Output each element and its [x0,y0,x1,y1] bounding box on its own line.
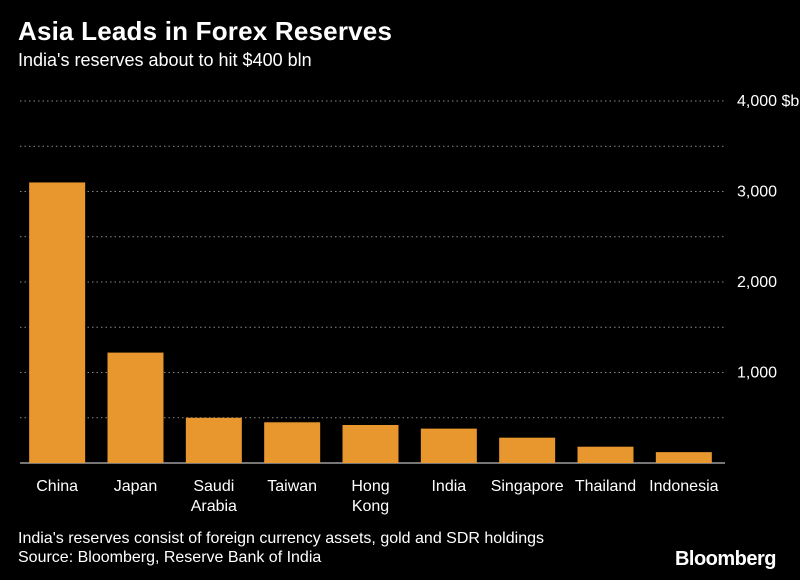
bar-hong-kong [342,424,399,463]
footnote: India's reserves consist of foreign curr… [18,530,544,547]
x-axis-labels: China Japan Saudi Arabia Taiwan Hong Kong India… [36,478,718,515]
bars [29,182,712,463]
y-tick-label: 1,000 [737,365,777,382]
x-tick-label: Indonesia [649,478,718,495]
x-tick-label: Saudi [193,478,234,495]
bar-china [29,182,86,463]
source-note: Source: Bloomberg, Reserve Bank of India [18,549,322,566]
bar-saudi-arabia [185,417,242,463]
bar-singapore [499,437,556,463]
x-tick-label: Japan [114,478,158,495]
bloomberg-logo: Bloomberg [674,548,777,570]
bar-thailand [577,446,634,463]
y-tick-label: 4,000 $bln [737,93,800,110]
bar-taiwan [264,422,321,463]
x-tick-label: China [36,478,78,495]
y-tick-label: 2,000 [737,274,777,291]
x-tick-label: Arabia [191,498,237,515]
chart-title: Asia Leads in Forex Reserves [18,16,393,46]
x-tick-label: Taiwan [267,478,317,495]
x-tick-label: Singapore [491,478,564,495]
x-tick-label: Kong [352,498,389,515]
bar-indonesia [655,452,712,463]
bar-india [420,428,477,463]
x-tick-label: Hong [351,478,389,495]
bar-japan [107,352,164,463]
chart-subtitle: India's reserves about to hit $400 bln [18,50,312,70]
y-tick-label: 3,000 [737,184,777,201]
y-axis-ticks: 1,000 2,000 3,000 4,000 $bln [737,93,800,382]
x-tick-label: India [431,478,466,495]
x-tick-label: Thailand [575,478,636,495]
